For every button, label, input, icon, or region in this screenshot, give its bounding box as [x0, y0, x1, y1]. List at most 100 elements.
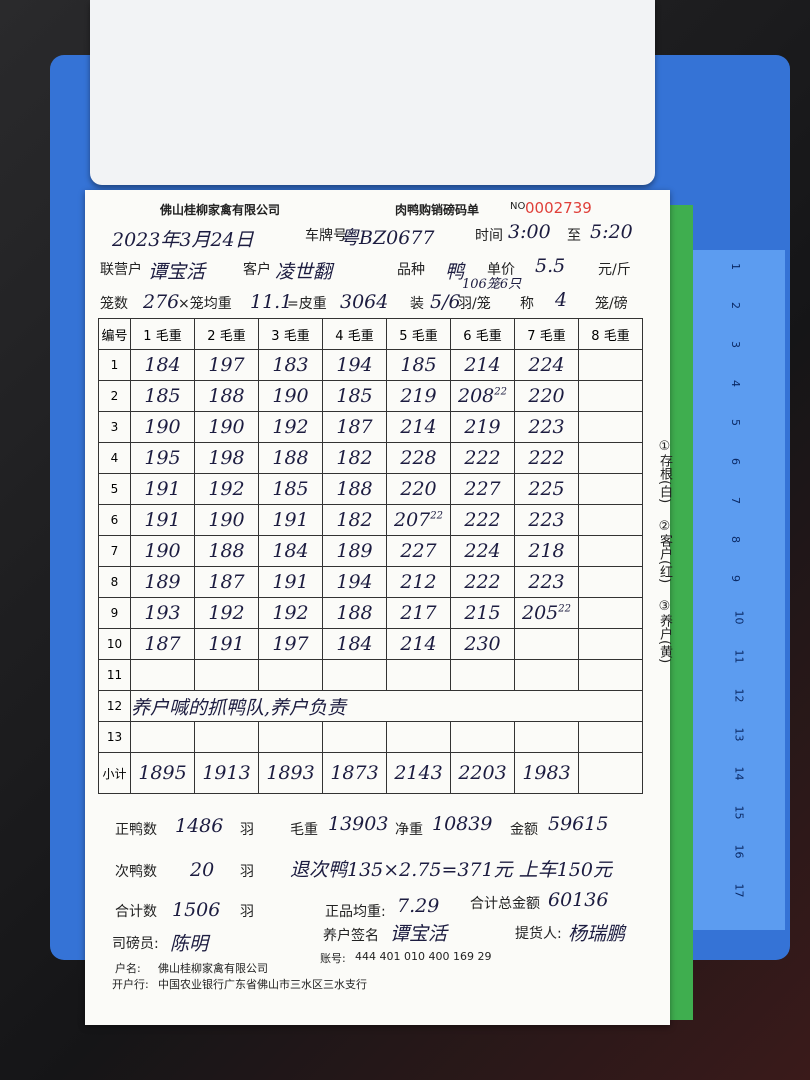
- summary-grand-label: 合计总金额: [470, 896, 540, 912]
- weight-cell: 188: [194, 380, 259, 412]
- copy-label: ②客户(红): [657, 519, 672, 584]
- bank-branch-label: 开户行:: [112, 978, 149, 991]
- no-label: NO: [510, 201, 526, 212]
- weight-cell: 190: [130, 535, 195, 567]
- summary-gross-label: 毛重: [290, 822, 318, 838]
- weight-cell: 189: [322, 535, 387, 567]
- ruler: 1 2 3 4 5 6 7 8 9 10 11 12 13 14 15 16 17: [690, 250, 785, 930]
- summary-total-unit: 羽: [240, 904, 254, 920]
- weight-cell: 190: [258, 380, 323, 412]
- info-time-start: 3:00: [508, 221, 551, 243]
- weight-cell: [130, 659, 195, 691]
- summary-weigher: 陈明: [170, 933, 209, 955]
- info-cages: 276: [143, 291, 180, 313]
- summary-bad-unit: 羽: [240, 864, 254, 880]
- ruler-number: 3: [729, 341, 742, 348]
- copy-label: ①存根(白): [657, 439, 672, 504]
- weight-cell: 182: [322, 504, 387, 536]
- summary-gross: 13903: [328, 813, 389, 835]
- ruler-number: 17: [732, 883, 746, 898]
- weight-cell: 188: [258, 442, 323, 474]
- weight-cell: 192: [258, 597, 323, 629]
- weight-cell: [258, 721, 323, 753]
- header-cell: 3 毛重: [258, 318, 323, 350]
- weight-cell: 183: [258, 349, 323, 381]
- top-sheet: [90, 0, 655, 185]
- info-scale-label: 称: [520, 296, 534, 312]
- table-row: 13: [98, 721, 643, 753]
- weight-cell: [194, 659, 259, 691]
- summary-amount-label: 金额: [510, 822, 538, 838]
- weight-cell: 225: [514, 473, 579, 505]
- summary-net-label: 净重: [395, 822, 423, 838]
- summary-total-label: 合计数: [115, 904, 157, 920]
- ruler-number: 1: [729, 263, 742, 270]
- serial-number: 0002739: [525, 199, 592, 217]
- weight-cell: 191: [258, 504, 323, 536]
- row-note: 养户喊的抓鸭队,养户负责: [130, 690, 643, 722]
- weight-cell: 195: [130, 442, 195, 474]
- weight-cell: 224: [514, 349, 579, 381]
- header-cell: 1 毛重: [130, 318, 195, 350]
- weight-cell: [578, 411, 643, 443]
- weight-cell: [578, 659, 643, 691]
- info-cage-weight-label: ×笼均重: [178, 296, 232, 312]
- weight-value: 207: [394, 509, 431, 531]
- summary-farmer: 谭宝活: [390, 923, 448, 945]
- weight-cell: 188: [322, 473, 387, 505]
- header-cell: 8 毛重: [578, 318, 643, 350]
- ruler-number: 7: [729, 497, 742, 504]
- table-row: 6 191 190 191 182 20722 222 223: [98, 504, 643, 536]
- ruler-number: 13: [732, 727, 746, 742]
- weight-cell: 223: [514, 411, 579, 443]
- company-name: 佛山桂柳家禽有限公司: [160, 203, 281, 217]
- subtotal-cell: 1913: [194, 752, 259, 794]
- weight-cell: 194: [322, 566, 387, 598]
- summary-bad-label: 次鸭数: [115, 864, 157, 880]
- ruler-number: 4: [729, 380, 742, 387]
- ruler-number: 8: [729, 536, 742, 543]
- row-number: 2: [98, 380, 131, 412]
- weight-cell: [578, 442, 643, 474]
- table-row: 9 193 192 192 188 217 215 20522: [98, 597, 643, 629]
- subtotal-cell: 1983: [514, 752, 579, 794]
- row-number: 3: [98, 411, 131, 443]
- bank-account-label: 账号:: [320, 952, 346, 965]
- ruler-number: 9: [729, 575, 742, 582]
- weight-cell: 197: [194, 349, 259, 381]
- subtotal-row: 小计 1895 1913 1893 1873 2143 2203 1983: [98, 752, 643, 794]
- summary-avg: 7.29: [397, 895, 440, 917]
- table-row: 1 184 197 183 194 185 214 224: [98, 349, 643, 381]
- info-date: 2023年3月24日: [112, 229, 254, 251]
- weight-cell: [578, 535, 643, 567]
- weight-cell: [578, 473, 643, 505]
- subtotal-cell: 1873: [322, 752, 387, 794]
- weight-cell: 190: [194, 504, 259, 536]
- weight-cell: [514, 659, 579, 691]
- weigh-table: 编号 1 毛重 2 毛重 3 毛重 4 毛重 5 毛重 6 毛重 7 毛重 8 毛重 1 184 19…: [98, 318, 643, 794]
- info-partner-label: 联营户: [100, 262, 142, 278]
- info-cage-weight: 11.1: [250, 291, 293, 313]
- info-customer-label: 客户: [243, 262, 271, 278]
- weight-cell: [578, 721, 643, 753]
- header-cell: 4 毛重: [322, 318, 387, 350]
- info-price-label: 单价: [487, 262, 515, 278]
- header-cell: 2 毛重: [194, 318, 259, 350]
- weight-cell: 185: [386, 349, 451, 381]
- summary-good: 1486: [175, 815, 224, 837]
- weight-cell: [386, 721, 451, 753]
- weight-cell: 192: [258, 411, 323, 443]
- row-number: 6: [98, 504, 131, 536]
- bank-name-label: 户名:: [115, 962, 141, 975]
- info-time-end: 5:20: [590, 221, 633, 243]
- summary-grand: 60136: [548, 889, 609, 911]
- table-row: 3 190 190 192 187 214 219 223: [98, 411, 643, 443]
- weight-cell: 187: [194, 566, 259, 598]
- weight-cell: 227: [450, 473, 515, 505]
- ruler-number: 2: [729, 302, 742, 309]
- weight-cell: [450, 721, 515, 753]
- table-row: 11: [98, 659, 643, 691]
- weight-cell: 191: [130, 504, 195, 536]
- row-number: 10: [98, 628, 131, 660]
- weight-note: 22: [430, 510, 443, 522]
